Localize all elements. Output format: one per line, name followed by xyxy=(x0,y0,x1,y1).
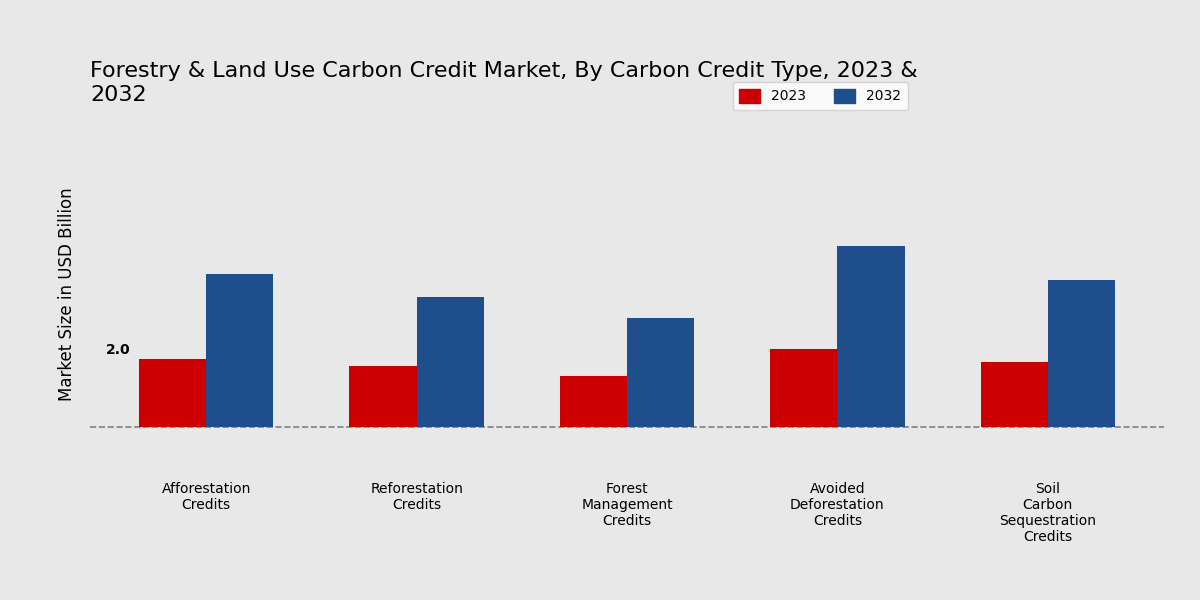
Text: Forestry & Land Use Carbon Credit Market, By Carbon Credit Type, 2023 &
2032: Forestry & Land Use Carbon Credit Market… xyxy=(90,61,918,104)
Bar xyxy=(349,365,416,427)
Bar xyxy=(838,246,905,427)
Bar xyxy=(139,359,206,427)
Bar xyxy=(416,298,484,427)
Bar xyxy=(559,376,626,427)
Bar xyxy=(770,349,838,427)
Bar xyxy=(1048,280,1115,427)
Bar xyxy=(206,274,274,427)
Legend: 2023, 2032: 2023, 2032 xyxy=(732,82,908,110)
Bar xyxy=(980,362,1048,427)
Bar xyxy=(628,318,695,427)
Y-axis label: Market Size in USD Billion: Market Size in USD Billion xyxy=(58,187,76,401)
Text: 2.0: 2.0 xyxy=(106,343,131,357)
